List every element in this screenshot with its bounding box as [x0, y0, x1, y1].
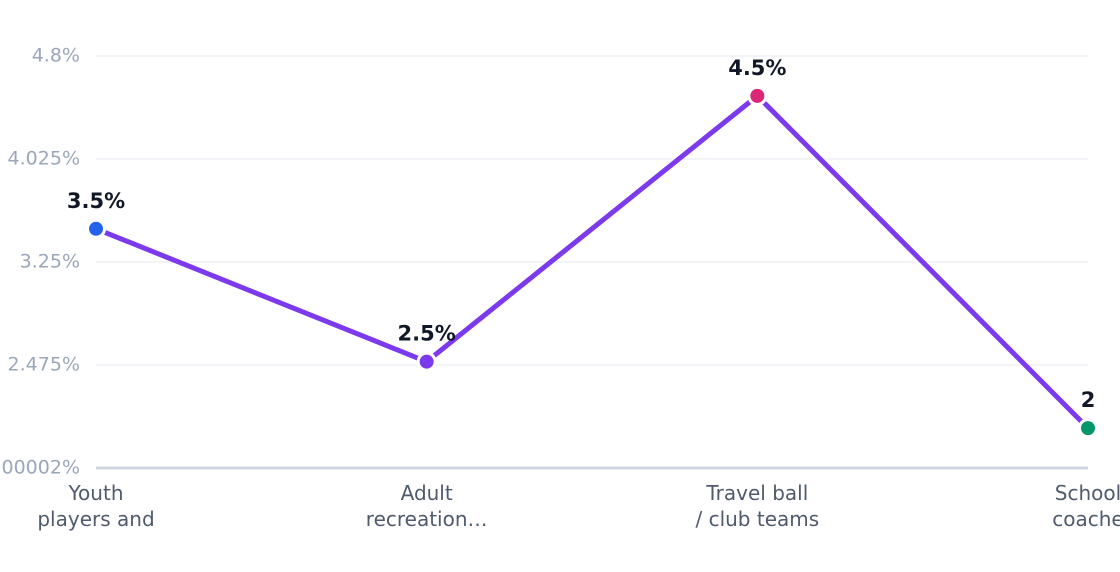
x-axis-tick-label-line: Travel ball — [705, 481, 808, 505]
x-axis-tick-label-line: players and — [37, 507, 154, 531]
x-axis-tick-label: School coache — [1052, 481, 1120, 531]
x-axis-tick-label: Travel ball / club teams — [695, 481, 819, 531]
y-axis-tick-label: 4.8% — [32, 45, 80, 67]
x-axis-tick-label-line: / club teams — [695, 507, 819, 531]
data-point — [416, 351, 437, 372]
data-label: 3.5% — [67, 189, 125, 213]
series-layer — [86, 85, 1098, 439]
data-label: 2 — [1081, 388, 1096, 412]
data-label: 4.5% — [728, 56, 786, 80]
y-axis-tick-label: 00002% — [2, 457, 81, 479]
x-axis-tick-label-line: coache — [1052, 507, 1120, 531]
x-axis-tick-label-line: recreation… — [366, 507, 488, 531]
data-label: 2.5% — [398, 322, 456, 346]
x-axis-tick-label-line: Adult — [401, 481, 453, 505]
data-point — [86, 218, 106, 239]
label-layer: 3.5% 2.5% 4.5% 2 — [67, 56, 1095, 412]
grid-layer — [96, 55, 1088, 366]
x-axis-tick-label: Youth players and — [37, 481, 154, 531]
x-axis-tick-label-line: School — [1055, 481, 1120, 505]
y-axis-tick-label: 2.475% — [8, 354, 80, 376]
x-axis-tick-label-line: Youth — [68, 481, 124, 505]
series-line — [93, 93, 1091, 431]
x-axis-tick-label: Adult recreation… — [366, 481, 488, 531]
data-point — [1078, 418, 1098, 439]
axis-layer: 00002% 2.475% 3.25% 4.025% 4.8% Youth players … — [2, 45, 1120, 532]
y-axis-tick-label: 3.25% — [20, 251, 80, 273]
y-axis-tick-label: 4.025% — [8, 148, 80, 170]
data-point — [747, 85, 768, 106]
